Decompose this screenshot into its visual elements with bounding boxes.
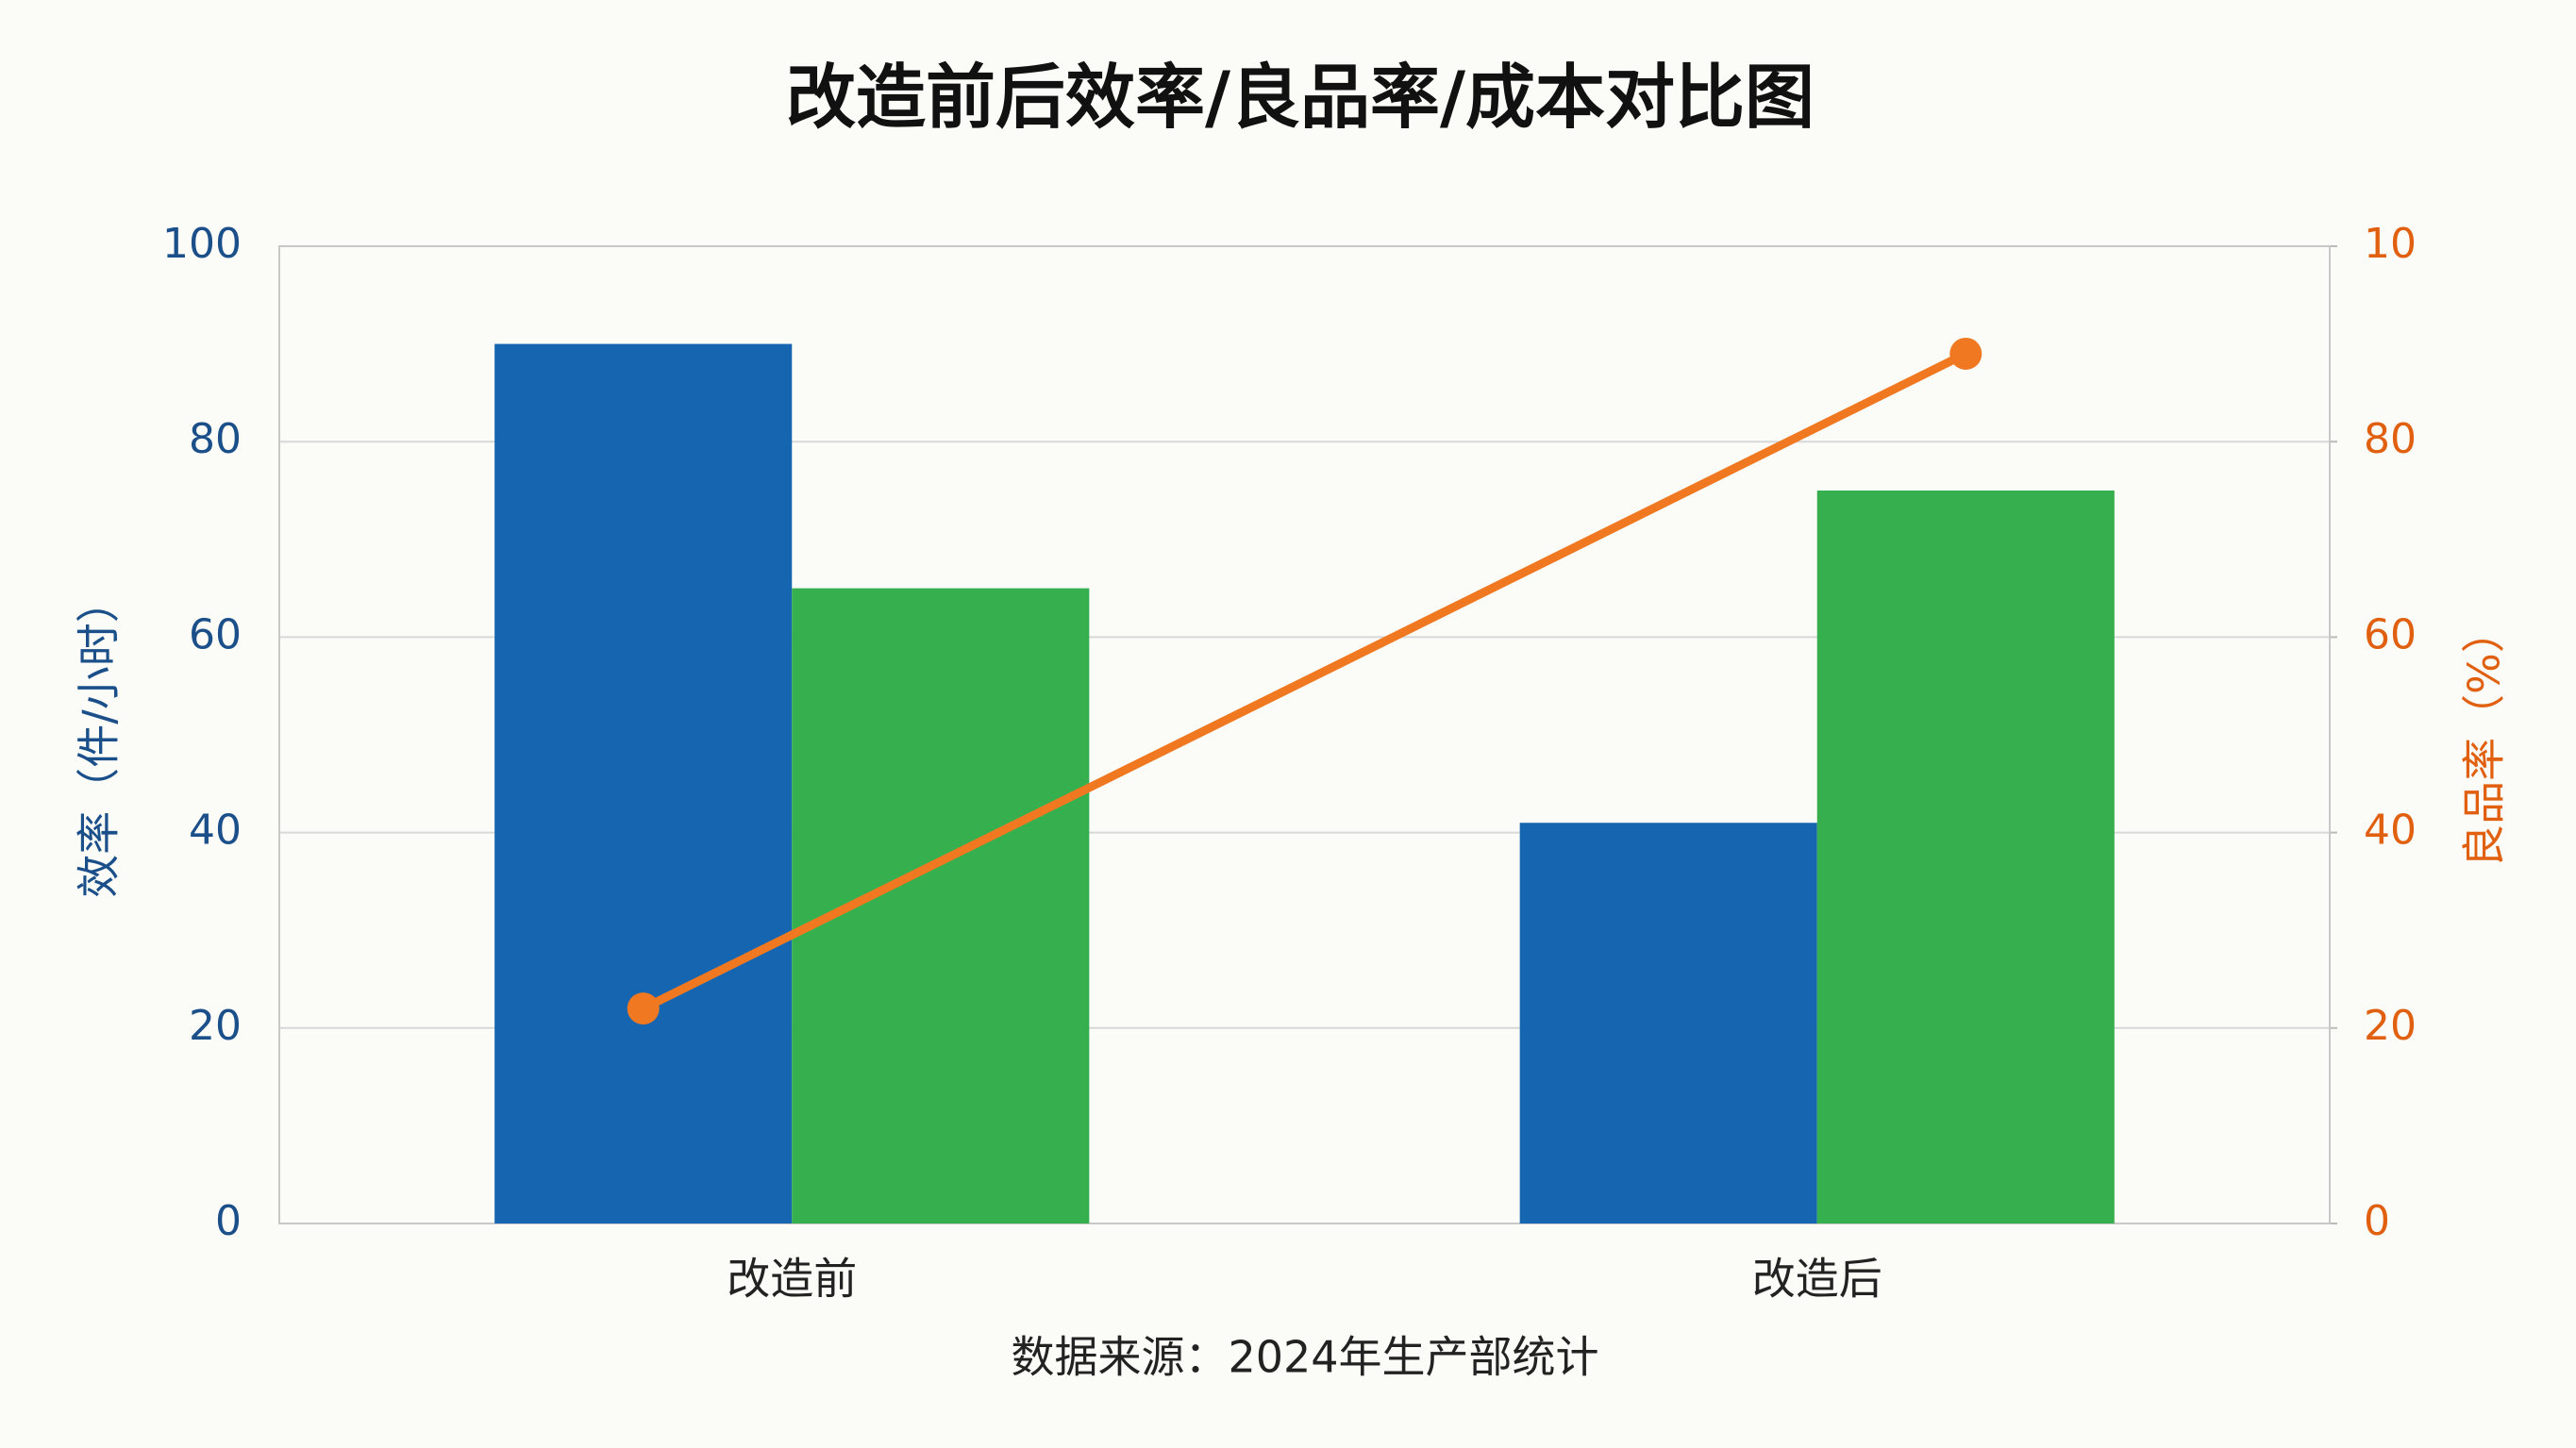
source-note: 数据来源：2024年生产部统计: [1011, 1332, 1598, 1383]
bar: [494, 343, 793, 1224]
x-tick-label: 改造后: [1752, 1254, 1882, 1305]
y2-tick-label: 80: [2364, 415, 2417, 463]
plot-frame: [278, 245, 2331, 1224]
chart-title: 改造前后效率/良品率/成本对比图: [786, 58, 1815, 139]
y-axis-label: 效率（件/小时）: [74, 579, 125, 898]
y2-tick-label: 10: [2364, 220, 2417, 268]
bar: [1816, 491, 2115, 1223]
bar: [792, 588, 1090, 1223]
line: [639, 349, 1970, 1013]
y-tick-label: 100: [162, 220, 242, 268]
y2-tick-label: 40: [2364, 807, 2417, 855]
y-tick-label: 60: [189, 610, 242, 658]
line-point: [1949, 337, 1982, 370]
y-tick-label: 0: [215, 1197, 242, 1245]
y-tick-label: 80: [189, 415, 242, 463]
y-tick-label: 20: [189, 1002, 242, 1050]
y-tick-label: 40: [189, 807, 242, 855]
line-point: [627, 992, 660, 1025]
y2-tick-label: 0: [2364, 1197, 2390, 1245]
y2-axis-label: 良品率（%）: [2459, 609, 2510, 868]
y2-tick-label: 20: [2364, 1002, 2417, 1050]
x-tick-label: 改造前: [727, 1254, 857, 1305]
bar: [1519, 823, 1817, 1223]
y2-tick-label: 60: [2364, 610, 2417, 658]
